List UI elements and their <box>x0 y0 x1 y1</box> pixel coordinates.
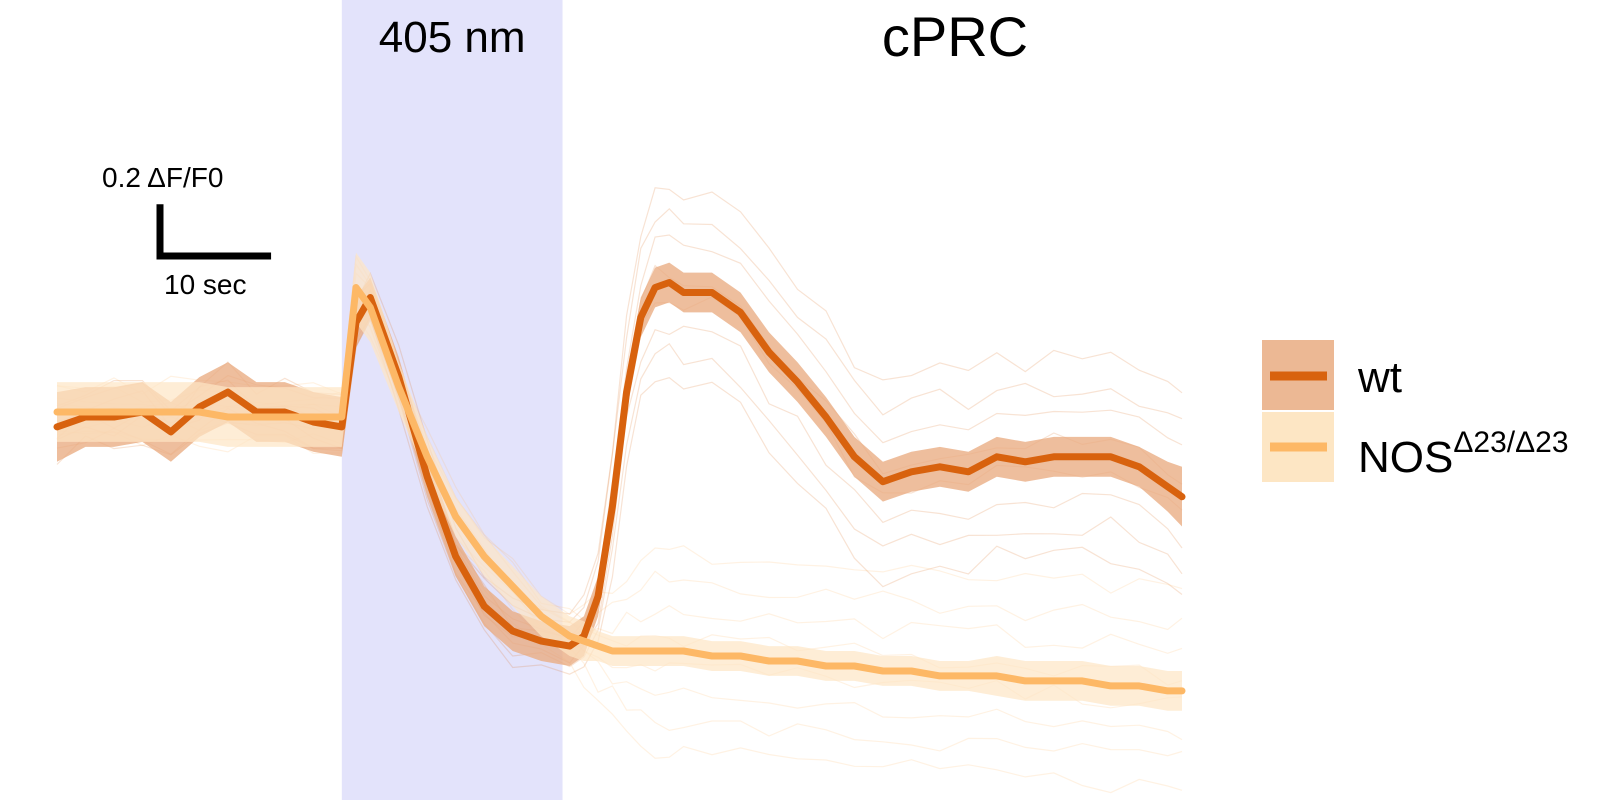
legend-nos-label: NOSΔ23/Δ23 <box>1358 426 1569 482</box>
confidence-bands <box>57 252 1182 711</box>
wt-mean-line <box>53 279 1186 650</box>
individual-trace-nos <box>56 292 1183 686</box>
mean-lines <box>53 279 1186 695</box>
scale-bar: 0.2 ΔF/F0 10 sec <box>102 162 272 300</box>
nos-mean-line <box>53 284 1186 695</box>
legend-nos-base: NOS <box>1358 433 1453 482</box>
legend: wt NOSΔ23/Δ23 <box>1262 340 1569 482</box>
legend-wt-label: wt <box>1357 353 1402 402</box>
stimulus-window <box>341 0 563 800</box>
legend-nos-superscript: Δ23/Δ23 <box>1453 426 1568 459</box>
scale-bar-lines <box>156 204 272 260</box>
stimulus-label: 405 nm <box>379 13 526 62</box>
nos-confidence-band <box>57 252 1182 711</box>
scale-bar-y-label: 0.2 ΔF/F0 <box>102 162 223 193</box>
chart-title: cPRC <box>882 5 1028 68</box>
scale-bar-x-label: 10 sec <box>164 269 247 300</box>
